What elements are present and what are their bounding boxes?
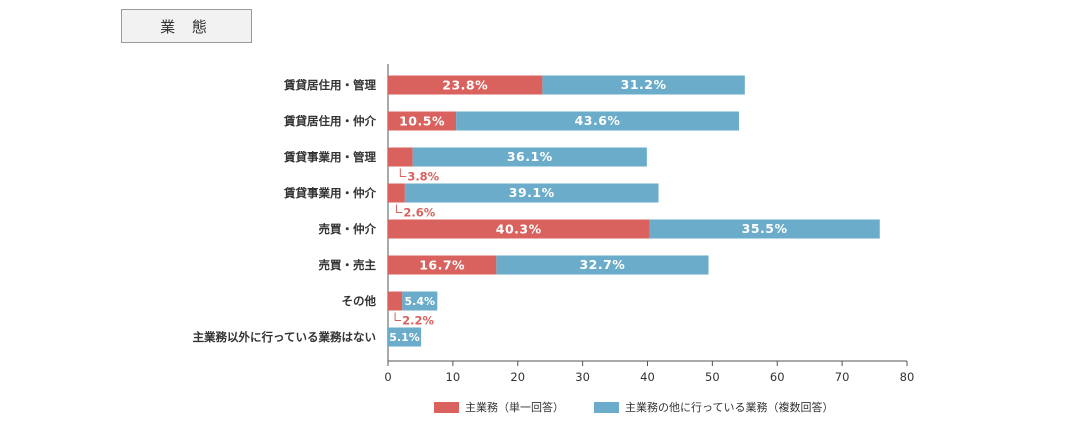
- x-tick-label: 10: [446, 370, 461, 384]
- bar-primary-callout: [399, 168, 407, 177]
- chart-title: 業 態: [121, 9, 252, 43]
- legend-item-primary: 主業務（単一回答）: [434, 399, 564, 415]
- legend-item-secondary: 主業務の他に行っている業務（複数回答）: [594, 399, 833, 415]
- x-tick-label: 30: [575, 370, 590, 384]
- legend-swatch-primary: [434, 401, 459, 413]
- bar-primary-label: 3.8%: [407, 170, 439, 184]
- category-label: 賃貸事業用・仲介: [283, 186, 376, 200]
- legend-label-primary: 主業務（単一回答）: [465, 401, 564, 414]
- bar-secondary: [388, 327, 422, 347]
- bar-primary: [388, 75, 543, 95]
- category-label: 賃貸事業用・管理: [283, 150, 376, 164]
- bar-primary-label: 16.7%: [419, 258, 465, 273]
- bar-secondary-label: 35.5%: [742, 221, 788, 236]
- bar-primary: [388, 183, 405, 203]
- bar-primary: [388, 255, 497, 275]
- category-label: 売買・仲介: [319, 222, 377, 236]
- bar-secondary-label: 5.4%: [405, 295, 436, 308]
- bar-primary-label: 40.3%: [496, 222, 542, 237]
- category-label: 主業務以外に行っている業務はない: [193, 330, 376, 344]
- bar-secondary-label: 5.1%: [389, 331, 420, 344]
- legend-label-secondary: 主業務の他に行っている業務（複数回答）: [625, 401, 834, 414]
- bar-primary: [388, 291, 403, 311]
- x-tick-label: 0: [384, 370, 391, 384]
- bar-primary-label: 2.2%: [402, 314, 434, 328]
- category-label: 売買・売主: [319, 258, 377, 272]
- bar-primary-label: 10.5%: [399, 114, 445, 129]
- bar-primary-callout: [395, 204, 403, 213]
- legend: 主業務（単一回答） 主業務の他に行っている業務（複数回答）: [0, 399, 1080, 415]
- category-label: 賃貸居住用・仲介: [283, 114, 376, 128]
- bar-secondary-label: 36.1%: [507, 149, 553, 164]
- bar-primary-callout: [394, 312, 402, 321]
- bar-primary-label: 23.8%: [442, 78, 488, 93]
- x-tick-label: 70: [835, 370, 850, 384]
- bar-primary-label: 2.6%: [403, 206, 435, 220]
- bar-secondary: [542, 75, 745, 95]
- bar-secondary: [649, 219, 880, 239]
- category-label: 賃貸居住用・管理: [283, 78, 376, 92]
- x-tick-label: 50: [705, 370, 720, 384]
- bar-secondary: [496, 255, 709, 275]
- bar-secondary: [404, 183, 659, 203]
- bar-primary: [388, 219, 650, 239]
- bar-chart: 0 10 20 30 40 50 60 70 80 賃貸居住用・管理 23.8% 31.2% 賃貸居住用…: [193, 64, 915, 384]
- category-label: その他: [342, 294, 377, 308]
- bar-secondary-label: 39.1%: [509, 185, 555, 200]
- bar-primary: [388, 111, 457, 131]
- bar-secondary-label: 32.7%: [579, 257, 625, 272]
- bar-primary: [388, 147, 413, 167]
- x-tick-label: 20: [510, 370, 525, 384]
- x-tick-label: 80: [900, 370, 915, 384]
- bar-secondary-label: 43.6%: [575, 113, 621, 128]
- x-tick-label: 40: [640, 370, 655, 384]
- bar-secondary: [402, 291, 438, 311]
- bar-secondary: [456, 111, 739, 131]
- bar-secondary: [412, 147, 647, 167]
- legend-swatch-secondary: [594, 401, 619, 413]
- bar-secondary-label: 31.2%: [621, 77, 667, 92]
- x-tick-label: 60: [770, 370, 785, 384]
